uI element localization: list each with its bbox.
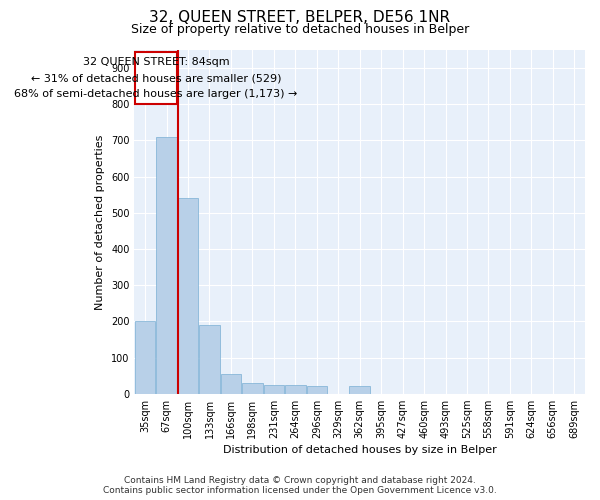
FancyBboxPatch shape [136,52,176,104]
Bar [349,386,370,394]
Bar [199,325,220,394]
Text: Size of property relative to detached houses in Belper: Size of property relative to detached ho… [131,22,469,36]
Bar [263,384,284,394]
Bar [135,322,155,394]
Text: 32 QUEEN STREET: 84sqm: 32 QUEEN STREET: 84sqm [83,58,229,68]
Text: 68% of semi-detached houses are larger (1,173) →: 68% of semi-detached houses are larger (… [14,89,298,99]
Bar [242,383,263,394]
Text: Contains HM Land Registry data © Crown copyright and database right 2024.
Contai: Contains HM Land Registry data © Crown c… [103,476,497,495]
Bar [178,198,198,394]
Bar [285,384,305,394]
Bar [307,386,327,394]
Bar [157,137,177,394]
X-axis label: Distribution of detached houses by size in Belper: Distribution of detached houses by size … [223,445,497,455]
Bar [221,374,241,394]
Text: ← 31% of detached houses are smaller (529): ← 31% of detached houses are smaller (52… [31,73,281,83]
Text: 32, QUEEN STREET, BELPER, DE56 1NR: 32, QUEEN STREET, BELPER, DE56 1NR [149,10,451,25]
Y-axis label: Number of detached properties: Number of detached properties [95,134,106,310]
